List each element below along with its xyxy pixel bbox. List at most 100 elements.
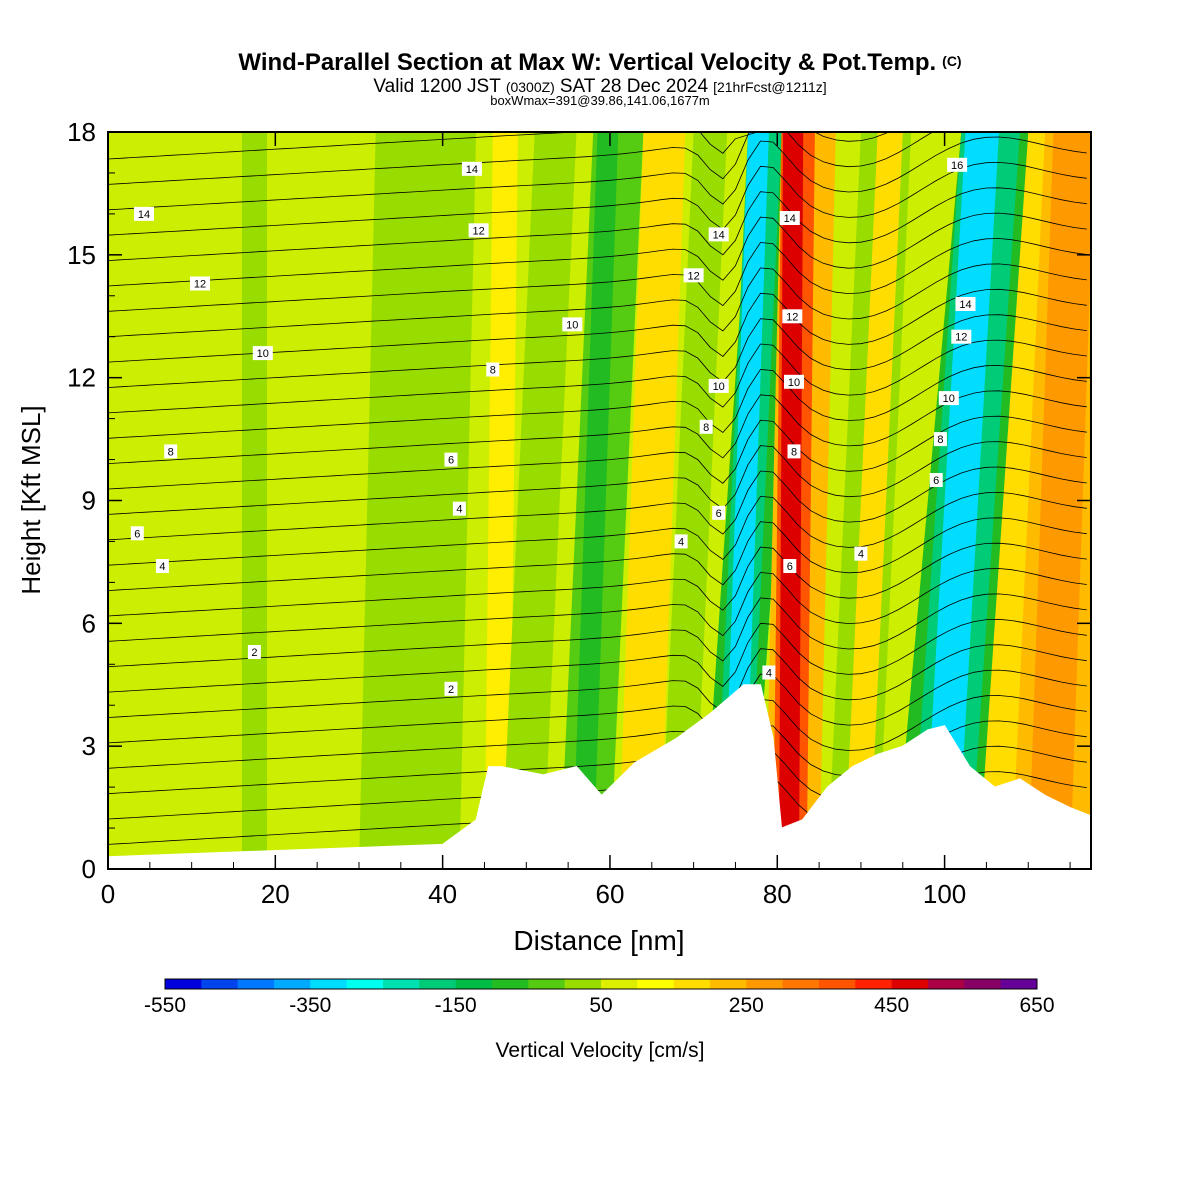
contour-label-box [461, 161, 482, 176]
contour-label-text: 12 [687, 270, 699, 282]
x-axis-label: Distance [nm] [513, 925, 684, 956]
theta-contour [108, 390, 1087, 464]
contour-label: 14 [134, 206, 154, 221]
contour-label: 2 [444, 681, 458, 696]
contour-label-box [787, 444, 801, 459]
colorbar-label: Vertical Velocity [cm/s] [496, 1039, 705, 1062]
contour-label-text: 6 [134, 528, 140, 540]
contour-label-text: 8 [791, 446, 797, 458]
theta-contour [108, 136, 1087, 211]
contour-label-text: 4 [159, 561, 165, 573]
plot-area: 14 14 12 12 10 10 8 8 6 6 4 4 2 2 4 14 12 10 8 6 4 14 12 10 8 6 4 1… [108, 132, 1091, 869]
y-tick-label: 15 [67, 240, 96, 270]
contour-labels: 14 14 12 12 10 10 8 8 6 6 4 4 2 2 4 14 12 10 8 6 4 14 12 10 8 6 4 1… [130, 157, 976, 696]
contour-label-box [486, 362, 500, 377]
contour-label-text: 8 [703, 422, 709, 434]
contour-label-text: 8 [168, 446, 174, 458]
theta-contour [108, 132, 890, 160]
colorbar-swatch [782, 979, 820, 989]
contour-label: 12 [468, 223, 489, 238]
colorbar-swatch [891, 979, 929, 989]
contour-label-box [784, 374, 804, 389]
contour-label: 12 [683, 268, 704, 283]
colorbar-swatch [564, 979, 602, 989]
contour-label: 12 [782, 309, 803, 324]
contour-label-box [130, 526, 144, 541]
colorbar-tick-label: 650 [1019, 994, 1054, 1017]
contour-label-text: 6 [448, 455, 454, 467]
contour-label-text: 2 [251, 647, 257, 659]
contour-label-text: 10 [943, 393, 955, 405]
contour-label-box [951, 329, 972, 344]
band-down-core [722, 132, 769, 869]
band-weak-up [618, 132, 686, 869]
contour-label: 4 [674, 534, 688, 549]
contour-label: 10 [252, 346, 273, 361]
contour-label-text: 14 [959, 299, 971, 311]
contour-label-text: 6 [716, 508, 722, 520]
theta-contour [108, 161, 1087, 236]
contour-label-box [708, 378, 729, 393]
x-tick-label: 0 [101, 879, 115, 909]
contour-label: 14 [779, 211, 800, 225]
theta-contour [108, 491, 1087, 566]
theta-contour [108, 212, 1087, 287]
contour-label: 6 [130, 526, 144, 541]
colorbar-swatch [237, 979, 275, 989]
contour-label-box [134, 206, 154, 221]
band-down-core [572, 132, 619, 869]
contour-label-box [947, 157, 968, 172]
colorbar: -550 -350 -150 50 250 450 650 [144, 978, 1055, 1017]
colorbar-swatch [383, 979, 420, 989]
colorbar-swatch [964, 979, 1002, 989]
colorbar-tick-label: 450 [874, 994, 909, 1017]
contour-label-box [155, 559, 169, 573]
theta-contour [108, 542, 1087, 617]
y-axis-label: Height [Kft MSL] [16, 405, 46, 594]
colorbar-tick-label: 250 [729, 994, 764, 1017]
contour-label-text: 14 [466, 164, 478, 176]
theta-contour [108, 669, 1087, 744]
theta-contour [108, 568, 1087, 642]
contour-label: 6 [712, 505, 726, 520]
contour-label-text: 10 [257, 348, 269, 360]
colorbar-swatch [492, 979, 529, 989]
colorbar-swatch [274, 979, 311, 989]
contour-label-text: 6 [787, 561, 793, 573]
band-weak-up [844, 132, 903, 869]
contour-label: 8 [933, 432, 947, 447]
band-weak-down [241, 132, 267, 869]
colorbar-swatch [637, 979, 675, 989]
contour-label-text: 10 [713, 381, 725, 393]
title-main: Wind-Parallel Section at Max W: Vertical… [238, 49, 961, 76]
contour-label-text: 12 [472, 225, 484, 237]
x-tick-label: 40 [428, 879, 457, 909]
contour-label-box [955, 297, 976, 311]
contour-label: 4 [762, 665, 776, 680]
contour-label: 2 [247, 645, 261, 659]
colorbar-swatch [455, 979, 493, 989]
y-tick-label: 9 [82, 486, 96, 516]
contour-label: 8 [164, 444, 178, 459]
y-tick-label: 3 [82, 731, 96, 761]
contour-label: 4 [854, 546, 868, 561]
band-weak-up [484, 132, 518, 869]
colorbar-swatch [710, 979, 747, 989]
colorbar-swatch [165, 979, 202, 989]
contour-label-text: 14 [138, 209, 150, 221]
colorbar-tick-label: 50 [589, 994, 612, 1017]
colorbar-swatch [819, 979, 856, 989]
box-info: boxWmax=391@39.86,141.06,1677m [490, 93, 710, 108]
terrain-mask [108, 684, 1091, 869]
chart-title: Wind-Parallel Section at Max W: Vertical… [238, 49, 961, 108]
contour-label: 10 [708, 378, 729, 393]
theta-contour [108, 441, 1087, 515]
contour-label-box [444, 452, 458, 467]
contour-label-box [164, 444, 178, 459]
colorbar-swatch [601, 979, 638, 989]
contour-label: 14 [955, 297, 976, 311]
colorbar-swatch [310, 979, 348, 989]
theta-contour [108, 517, 1087, 591]
contour-label-box [562, 317, 583, 332]
theta-contour [108, 415, 1087, 490]
